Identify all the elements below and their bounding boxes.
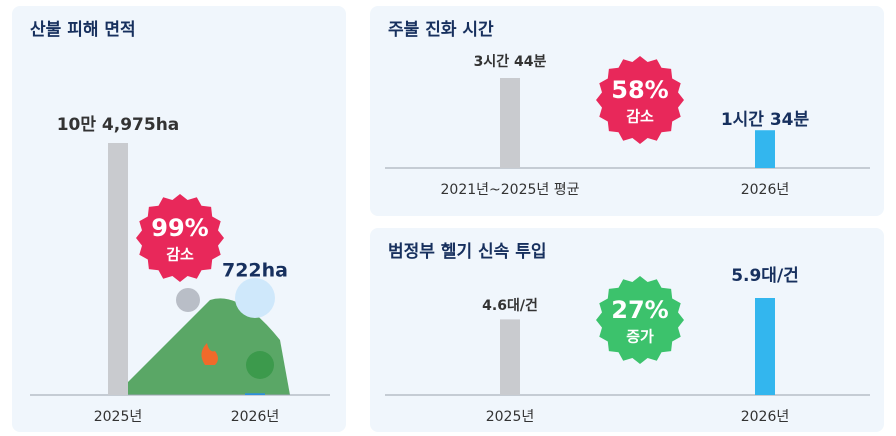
badge-label: 감소: [166, 246, 194, 264]
value-label: 4.6대/건: [482, 297, 538, 314]
badge-label: 감소: [626, 108, 654, 126]
tree-illustration: [246, 351, 274, 379]
bar: [108, 143, 128, 395]
category-label: 2025년: [94, 409, 143, 425]
badge-value: 27%: [611, 296, 668, 324]
chart-title: 범정부 헬기 신속 투입: [388, 242, 547, 262]
value-label: 722ha: [222, 260, 288, 282]
chart-title: 산불 피해 면적: [30, 20, 136, 40]
badge: [596, 56, 684, 144]
category-label: 2025년: [486, 409, 535, 425]
badge: [596, 276, 684, 364]
value-label: 5.9대/건: [731, 266, 799, 286]
value-label: 1시간 34분: [721, 110, 810, 130]
bar: [245, 393, 265, 395]
badge-value: 58%: [611, 76, 668, 104]
value-label: 10만 4,975ha: [57, 115, 180, 135]
category-label: 2021년~2025년 평균: [441, 182, 580, 198]
category-label: 2026년: [741, 182, 790, 198]
category-label: 2026년: [741, 409, 790, 425]
chart-title: 주불 진화 시간: [388, 20, 494, 40]
bar: [500, 319, 520, 395]
icon-illustration: [235, 278, 275, 318]
category-label: 2026년: [231, 409, 280, 425]
smoke-illustration: [176, 288, 200, 312]
fire-illustration: [201, 343, 218, 365]
bar: [755, 298, 775, 395]
mountain-illustration: [115, 298, 290, 395]
value-label: 3시간 44분: [474, 53, 547, 70]
badge: [136, 194, 224, 282]
badge-value: 99%: [151, 214, 208, 242]
bar: [755, 130, 775, 168]
bar: [500, 78, 520, 168]
badge-label: 증가: [626, 328, 654, 346]
